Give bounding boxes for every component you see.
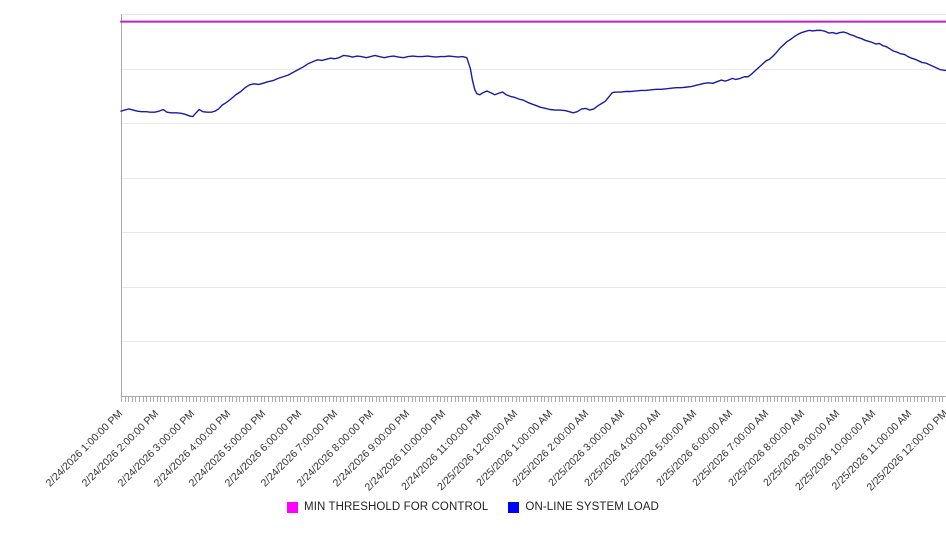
legend-item[interactable]: ON-LINE SYSTEM LOAD xyxy=(508,501,659,513)
legend-label: ON-LINE SYSTEM LOAD xyxy=(525,501,659,513)
axis-group xyxy=(121,14,946,397)
x-tick-marks-group xyxy=(122,397,946,402)
legend-color-swatch-icon xyxy=(508,502,519,513)
series-line-load xyxy=(121,30,946,116)
line-chart-plot xyxy=(0,0,946,526)
gridlines-group xyxy=(121,15,946,342)
legend-label: MIN THRESHOLD FOR CONTROL xyxy=(304,501,488,513)
chart-legend: MIN THRESHOLD FOR CONTROL ON-LINE SYSTEM … xyxy=(0,496,946,518)
legend-item[interactable]: MIN THRESHOLD FOR CONTROL xyxy=(287,501,488,513)
legend-color-swatch-icon xyxy=(287,502,298,513)
